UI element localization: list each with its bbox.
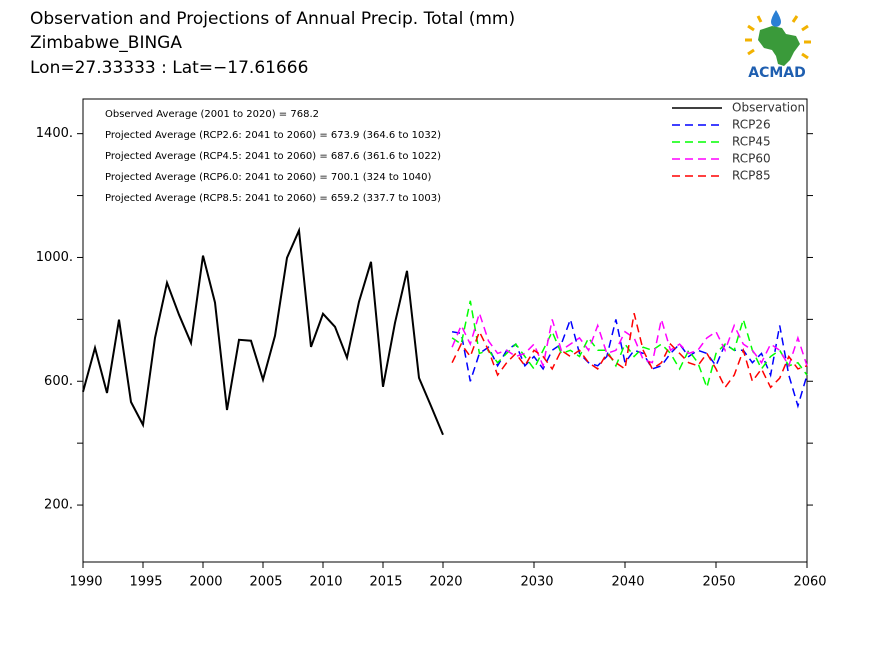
plot-frame xyxy=(82,98,808,563)
logo-text: ACMAD xyxy=(748,65,806,81)
chart-subtitle: Zimbabwe_BINGA xyxy=(30,33,182,53)
x-tick-label: 2050 xyxy=(702,575,735,590)
series-line xyxy=(451,300,808,390)
x-tick-label: 1990 xyxy=(69,575,102,590)
legend-label: RCP85 xyxy=(732,169,771,183)
annotation: Projected Average (RCP8.5: 2041 to 2060)… xyxy=(105,193,441,204)
logo: ACMAD xyxy=(745,10,811,81)
legend-label: RCP45 xyxy=(732,135,771,149)
y-tick-label: 200. xyxy=(44,498,73,513)
x-tick-label: 2060 xyxy=(793,575,826,590)
x-tick-label: 2010 xyxy=(309,575,342,590)
annotation: Projected Average (RCP6.0: 2041 to 2060)… xyxy=(105,172,432,183)
logo-rays xyxy=(745,15,811,60)
annotation: Projected Average (RCP4.5: 2041 to 2060)… xyxy=(105,151,441,162)
series-line xyxy=(451,310,808,369)
legend-label: RCP26 xyxy=(732,118,771,132)
y-tick-label: 1000. xyxy=(36,250,73,265)
legend-label: RCP60 xyxy=(732,152,771,166)
x-tick-label: 2030 xyxy=(520,575,553,590)
x-tick-label: 2020 xyxy=(429,575,462,590)
annotation: Projected Average (RCP2.6: 2041 to 2060)… xyxy=(105,130,441,141)
x-tick-label: 2000 xyxy=(189,575,222,590)
y-tick-label: 1400. xyxy=(36,126,73,141)
x-tick-label: 2040 xyxy=(611,575,644,590)
y-tick-label: 600. xyxy=(44,374,73,389)
x-tick-label: 2005 xyxy=(249,575,282,590)
logo-africa xyxy=(758,26,800,66)
chart-title: Observation and Projections of Annual Pr… xyxy=(30,9,515,29)
x-tick-label: 1995 xyxy=(129,575,162,590)
logo-drop xyxy=(771,10,781,27)
series-line xyxy=(451,313,808,389)
annotation: Observed Average (2001 to 2020) = 768.2 xyxy=(105,109,319,120)
chart-location: Lon=27.33333 : Lat=−17.61666 xyxy=(30,58,308,78)
series-line xyxy=(82,226,444,436)
legend-label: Observation xyxy=(732,101,805,115)
series-line xyxy=(451,316,808,409)
x-tick-label: 2015 xyxy=(369,575,402,590)
